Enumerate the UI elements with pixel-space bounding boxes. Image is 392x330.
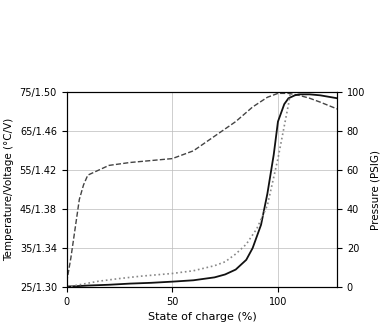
- Pressure: [128, 281, 132, 285]
- Temperature: [265, 203, 270, 207]
- Pressure: [265, 192, 270, 196]
- Cell voltage: [85, 173, 90, 177]
- Temperature: [326, 1, 331, 5]
- Pressure: [85, 283, 90, 287]
- Cell voltage: [233, 120, 238, 124]
- Temperature: [212, 264, 217, 268]
- Temperature: [254, 227, 259, 231]
- Cell voltage: [265, 95, 270, 99]
- Pressure: [292, 93, 297, 97]
- Pressure: [286, 96, 291, 100]
- Pressure: [191, 278, 196, 282]
- Temperature: [138, 274, 143, 278]
- Pressure: [318, 93, 323, 97]
- Temperature: [314, 13, 318, 16]
- Pressure: [307, 92, 312, 96]
- Temperature: [191, 269, 196, 273]
- Pressure: [335, 96, 339, 100]
- Cell voltage: [212, 134, 217, 138]
- Temperature: [233, 252, 238, 256]
- Cell voltage: [149, 159, 154, 163]
- Cell voltage: [170, 157, 175, 161]
- Pressure: [244, 258, 249, 262]
- Temperature: [64, 285, 69, 289]
- Temperature: [117, 277, 122, 280]
- Pressure: [233, 268, 238, 272]
- Temperature: [223, 260, 227, 264]
- Cell voltage: [297, 93, 301, 97]
- Temperature: [292, 63, 297, 67]
- Temperature: [286, 102, 291, 106]
- Line: Cell voltage: Cell voltage: [67, 93, 337, 282]
- Pressure: [149, 281, 154, 285]
- Pressure: [297, 92, 301, 96]
- Pressure: [276, 119, 280, 123]
- Pressure: [223, 273, 227, 277]
- Cell voltage: [77, 198, 82, 202]
- Pressure: [107, 283, 111, 287]
- Cell voltage: [318, 100, 323, 104]
- Pressure: [75, 284, 80, 288]
- Pressure: [282, 102, 287, 106]
- Cell voltage: [64, 280, 69, 284]
- Pressure: [64, 284, 69, 288]
- Y-axis label: Pressure (PSIG): Pressure (PSIG): [371, 150, 381, 230]
- Y-axis label: Temperature/Voltage (°C/V): Temperature/Voltage (°C/V): [4, 118, 14, 261]
- Cell voltage: [276, 91, 280, 95]
- Cell voltage: [69, 256, 73, 260]
- Temperature: [96, 279, 101, 283]
- X-axis label: State of charge (%): State of charge (%): [147, 313, 256, 322]
- Temperature: [301, 32, 306, 36]
- Cell voltage: [107, 163, 111, 167]
- Cell voltage: [335, 107, 339, 111]
- Cell voltage: [73, 227, 78, 231]
- Pressure: [259, 223, 263, 227]
- Cell voltage: [286, 91, 291, 95]
- Temperature: [170, 272, 175, 276]
- Cell voltage: [250, 105, 255, 109]
- Cell voltage: [96, 168, 101, 172]
- Cell voltage: [191, 149, 196, 153]
- Line: Pressure: Pressure: [67, 94, 337, 286]
- Pressure: [212, 275, 217, 279]
- Pressure: [250, 246, 255, 250]
- Pressure: [170, 280, 175, 283]
- Cell voltage: [307, 96, 312, 100]
- Temperature: [276, 157, 280, 161]
- Temperature: [71, 284, 75, 288]
- Cell voltage: [81, 183, 86, 187]
- Temperature: [244, 242, 249, 246]
- Pressure: [271, 153, 276, 157]
- Temperature: [81, 282, 86, 286]
- Line: Temperature: Temperature: [67, 0, 337, 287]
- Cell voltage: [128, 160, 132, 164]
